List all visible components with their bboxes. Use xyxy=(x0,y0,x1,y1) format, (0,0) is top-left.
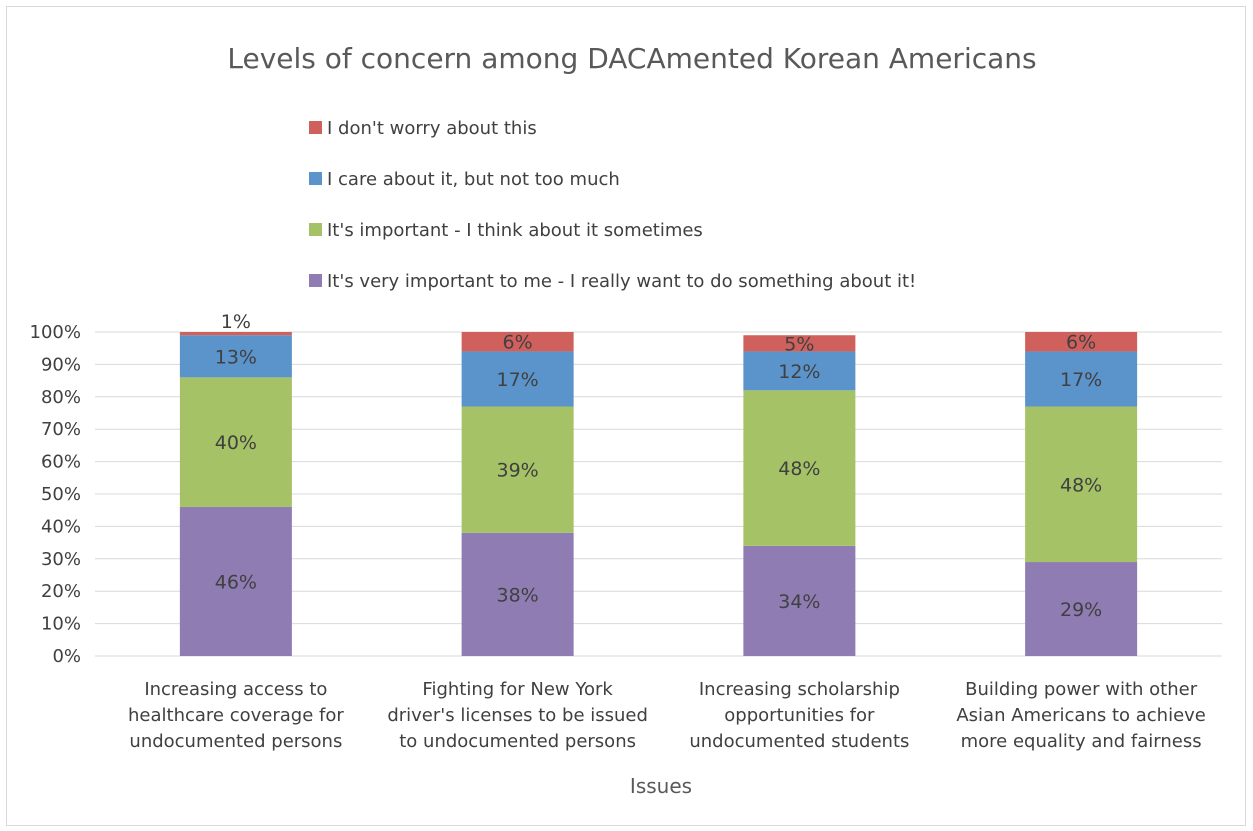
y-tick-label: 20% xyxy=(41,581,81,602)
y-axis: 0% 10% 20% 30% 40% 50% 60% 70% 80% 90% 100% xyxy=(30,322,81,667)
x-tick-label: Increasing access to xyxy=(144,679,327,700)
x-tick-label: Increasing scholarship xyxy=(699,679,900,700)
x-tick-label: undocumented persons xyxy=(129,731,342,752)
data-label: 48% xyxy=(1060,474,1102,496)
legend-swatch xyxy=(309,223,322,236)
legend-swatch xyxy=(309,121,322,134)
x-tick-label: opportunities for xyxy=(724,705,875,726)
x-tick-label: healthcare coverage for xyxy=(128,705,344,726)
x-tick-label: to undocumented persons xyxy=(399,731,636,752)
y-tick-label: 70% xyxy=(41,419,81,440)
legend-swatch xyxy=(309,274,322,287)
y-tick-label: 50% xyxy=(41,484,81,505)
x-tick-label: Asian Americans to achieve xyxy=(956,705,1206,726)
data-label: 34% xyxy=(778,591,820,613)
legend-label: I care about it, but not too much xyxy=(327,169,620,190)
data-label: 17% xyxy=(1060,369,1102,391)
y-tick-label: 30% xyxy=(41,549,81,570)
data-label: 17% xyxy=(497,369,539,391)
x-tick-label: undocumented students xyxy=(689,731,909,752)
data-label: 40% xyxy=(215,432,257,454)
x-axis: Increasing access to healthcare coverage … xyxy=(128,679,1206,752)
data-label: 6% xyxy=(503,332,533,354)
legend-label: I don't worry about this xyxy=(327,118,537,139)
y-tick-label: 90% xyxy=(41,354,81,375)
x-tick-label: Fighting for New York xyxy=(422,679,613,700)
data-label: 38% xyxy=(497,584,539,606)
x-tick-label: driver's licenses to be issued xyxy=(387,705,648,726)
data-label: 13% xyxy=(215,346,257,368)
y-tick-label: 10% xyxy=(41,614,81,635)
y-tick-label: 100% xyxy=(30,322,81,343)
chart-title: Levels of concern among DACAmented Korea… xyxy=(227,42,1036,75)
legend: I don't worry about this I care about it,… xyxy=(309,118,916,292)
data-label: 48% xyxy=(778,458,820,480)
x-tick-label: Building power with other xyxy=(965,679,1198,700)
x-tick-label: more equality and fairness xyxy=(961,731,1202,752)
y-tick-label: 80% xyxy=(41,387,81,408)
legend-label: It's very important to me - I really wan… xyxy=(327,271,916,292)
data-label: 46% xyxy=(215,571,257,593)
data-label: 5% xyxy=(784,333,814,355)
y-tick-label: 0% xyxy=(52,646,81,667)
bars: 46% 40% 13% 1% 38% 39% 17% 6% 34% 48% 12% 5% 29% 48% 1… xyxy=(180,311,1137,656)
legend-label: It's important - I think about it someti… xyxy=(327,220,703,241)
legend-swatch xyxy=(309,172,322,185)
y-tick-label: 60% xyxy=(41,452,81,473)
data-label: 12% xyxy=(778,361,820,383)
data-label: 39% xyxy=(497,460,539,482)
x-axis-title: Issues xyxy=(630,774,692,798)
y-tick-label: 40% xyxy=(41,516,81,537)
data-label: 1% xyxy=(221,311,251,333)
data-label: 6% xyxy=(1066,332,1096,354)
data-label: 29% xyxy=(1060,599,1102,621)
